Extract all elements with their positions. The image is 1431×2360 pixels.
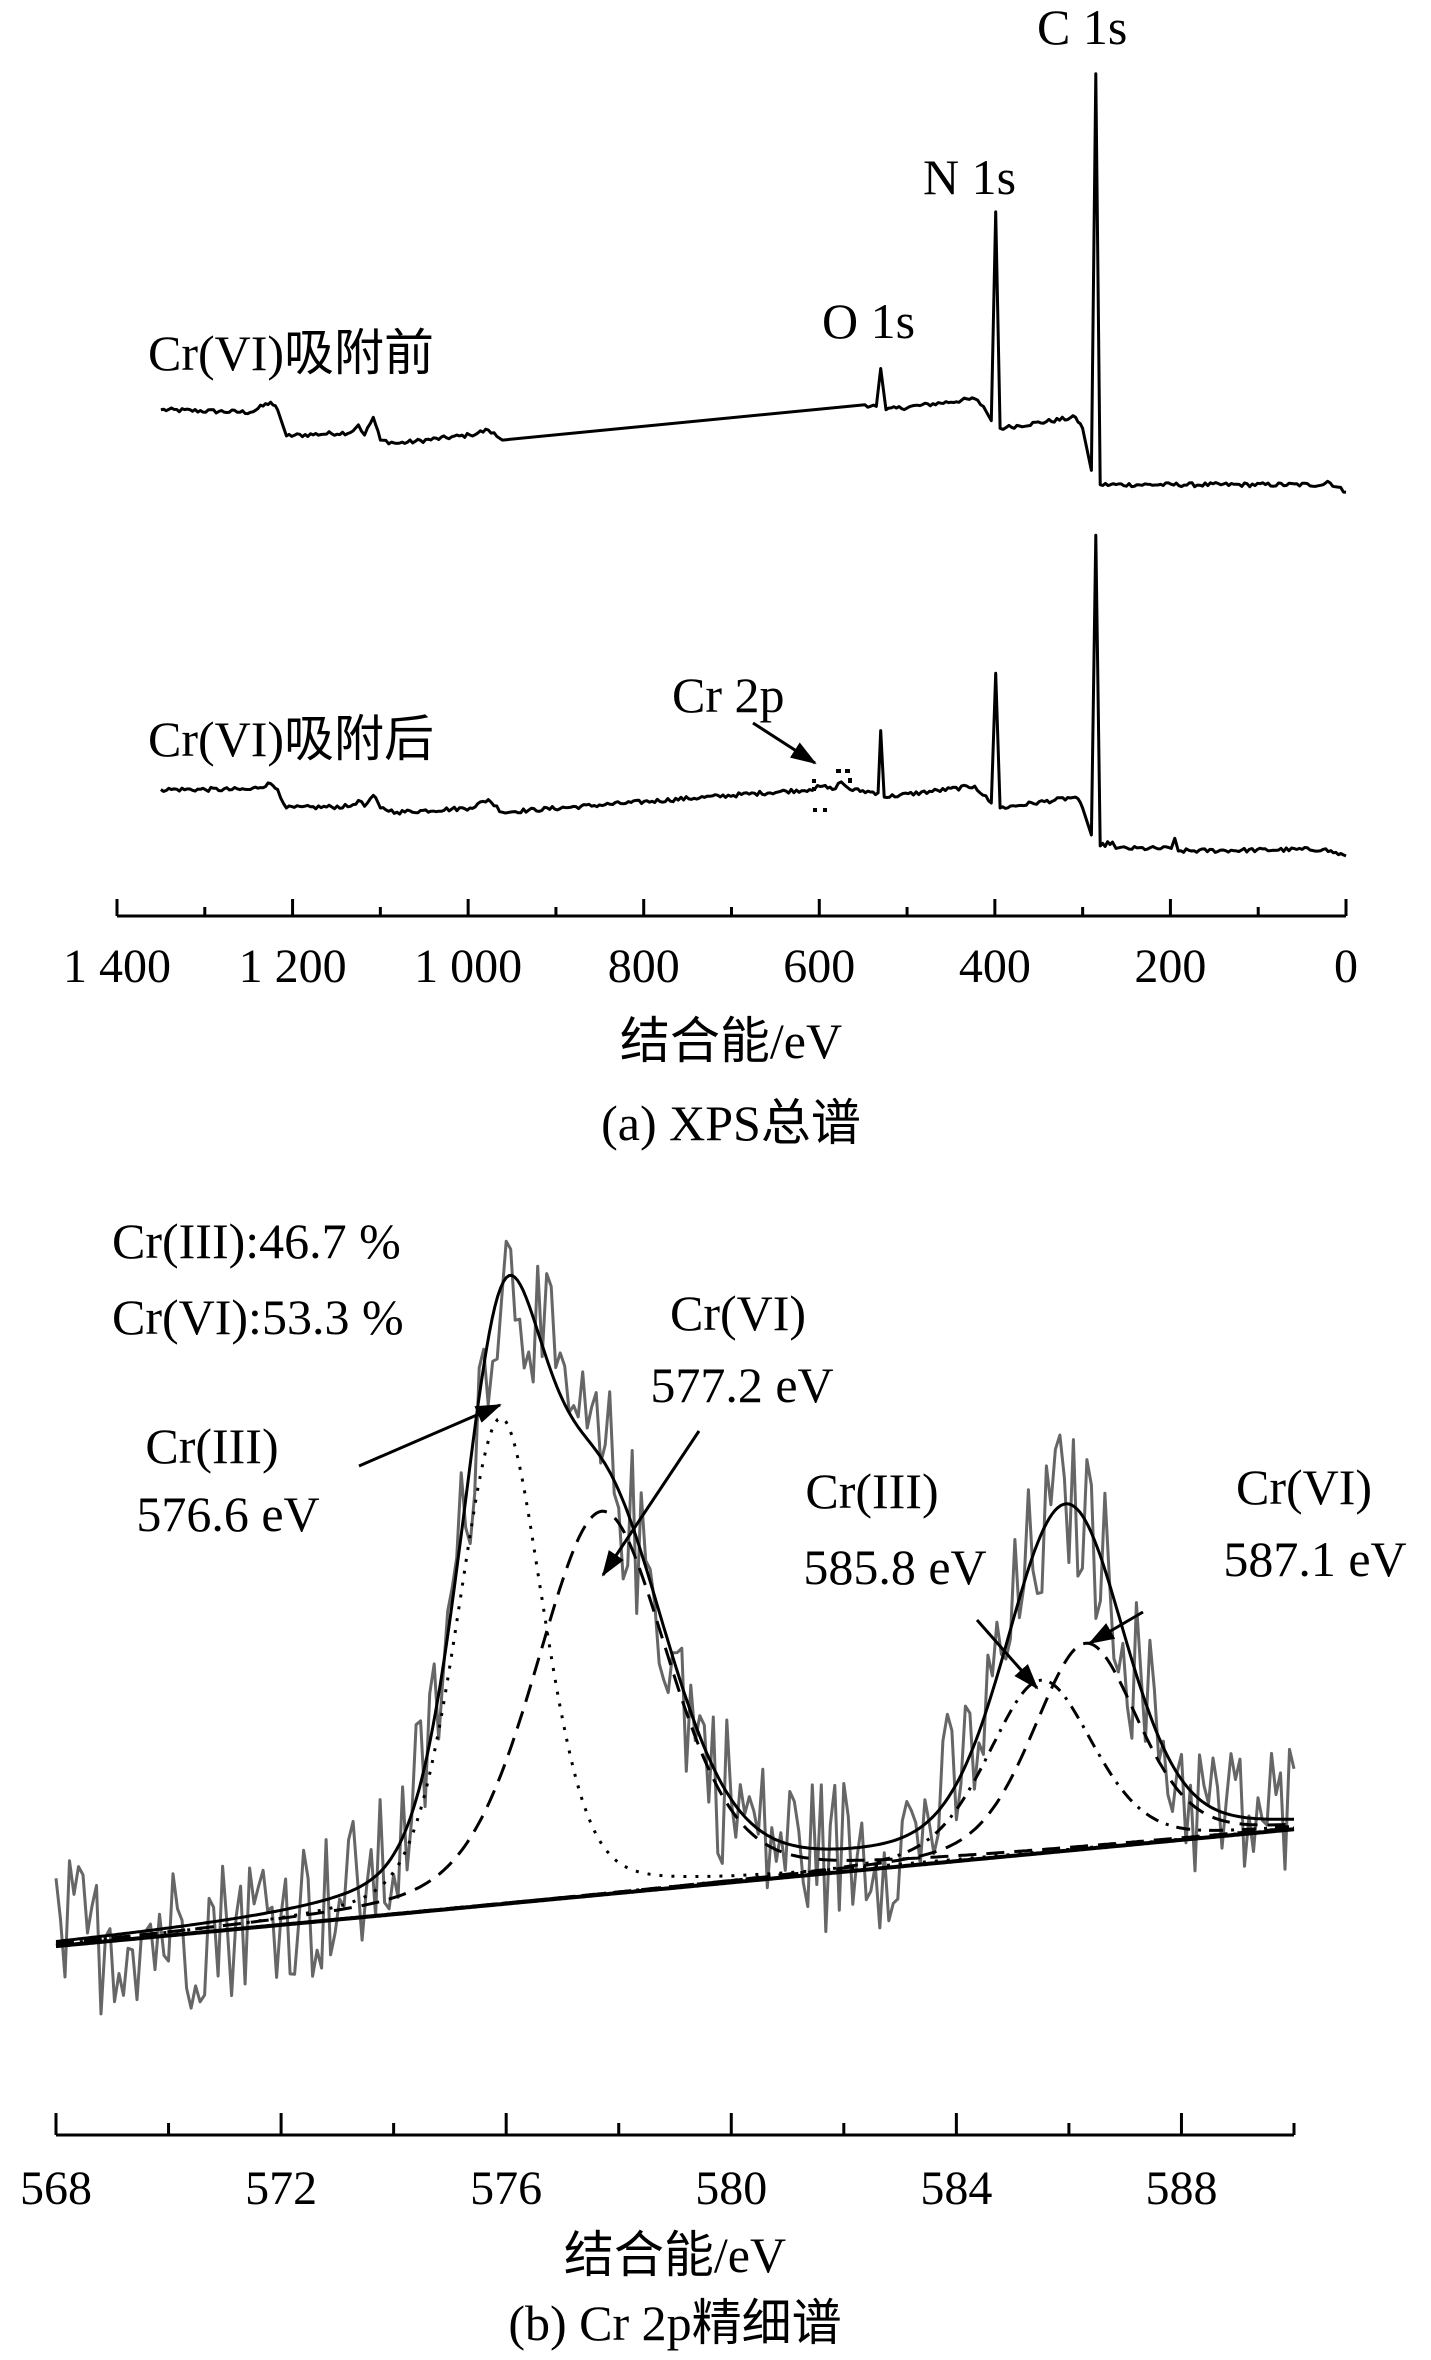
cr2p-region-marker xyxy=(812,769,852,812)
ratio-cr-iii: Cr(III):46.7 % xyxy=(112,1213,401,1269)
label-after-adsorption: Cr(VI)吸附后 xyxy=(148,711,434,767)
cr2p-x-axis: 568 572 576 580 584 588 xyxy=(20,2113,1296,2215)
survey-tick-label: 1 000 xyxy=(414,940,522,993)
cr2p-series xyxy=(54,1239,1296,2016)
peak4-name: Cr(VI) xyxy=(1236,1459,1372,1515)
survey-series xyxy=(160,72,1347,858)
peak4-energy: 587.1 eV xyxy=(1223,1531,1406,1587)
peak3-energy: 585.8 eV xyxy=(803,1539,986,1595)
survey-tick-label: 400 xyxy=(959,940,1031,993)
cr2p-tick-label: 572 xyxy=(245,2162,317,2215)
label-n1s: N 1s xyxy=(923,149,1016,205)
survey-tick-label: 800 xyxy=(608,940,680,993)
label-cr2p: Cr 2p xyxy=(672,667,785,723)
survey-x-axis-title: 结合能/eV xyxy=(620,1013,842,1069)
cr2p-tick-label: 576 xyxy=(470,2162,542,2215)
spectrum-after-adsorption xyxy=(160,533,1347,858)
cr2p-tick-label: 580 xyxy=(695,2162,767,2215)
cr2p-tick-label: 588 xyxy=(1145,2162,1217,2215)
survey-spectrum-panel: 1 400 1 200 1 000 800 600 400 200 0 C 1s N 1s O… xyxy=(63,0,1358,1151)
survey-caption: (a) XPS总谱 xyxy=(601,1095,861,1151)
peak2-energy: 577.2 eV xyxy=(650,1357,833,1413)
peak1-name: Cr(III) xyxy=(145,1418,278,1474)
peak1-arrow xyxy=(358,1403,502,1468)
survey-x-axis: 1 400 1 200 1 000 800 600 400 200 0 xyxy=(63,899,1358,993)
label-c1s: C 1s xyxy=(1037,0,1127,55)
survey-tick-label: 1 200 xyxy=(239,940,347,993)
survey-tick-label: 0 xyxy=(1334,940,1358,993)
label-before-adsorption: Cr(VI)吸附前 xyxy=(148,325,434,381)
fit-component-2 xyxy=(55,1509,1295,1946)
ratio-cr-vi: Cr(VI):53.3 % xyxy=(112,1289,404,1345)
survey-tick-label: 1 400 xyxy=(63,940,171,993)
peak4-arrow xyxy=(1088,1610,1144,1645)
cr2p-caption: (b) Cr 2p精细谱 xyxy=(508,2295,841,2351)
fit-baseline xyxy=(55,1827,1295,1949)
fit-envelope xyxy=(55,1273,1294,1943)
cr2p-tick-label: 584 xyxy=(920,2162,992,2215)
spectrum-before-adsorption xyxy=(160,72,1347,494)
cr2p-x-axis-title: 结合能/eV xyxy=(564,2227,786,2283)
cr2p-tick-label: 568 xyxy=(20,2162,92,2215)
survey-tick-label: 600 xyxy=(783,940,855,993)
raw-spectrum xyxy=(54,1239,1296,2016)
peak3-arrow xyxy=(975,1619,1039,1690)
label-o1s: O 1s xyxy=(822,293,915,349)
peak2-name: Cr(VI) xyxy=(670,1285,806,1341)
peak3-name: Cr(III) xyxy=(805,1463,938,1519)
cr2p-spectrum-panel: 568 572 576 580 584 588 Cr(III):46.7 % Cr(VI)… xyxy=(20,1213,1407,2351)
peak1-energy: 576.6 eV xyxy=(136,1486,319,1542)
peak2-arrow xyxy=(601,1430,701,1577)
cr2p-arrow xyxy=(752,721,817,765)
survey-tick-label: 200 xyxy=(1134,940,1206,993)
